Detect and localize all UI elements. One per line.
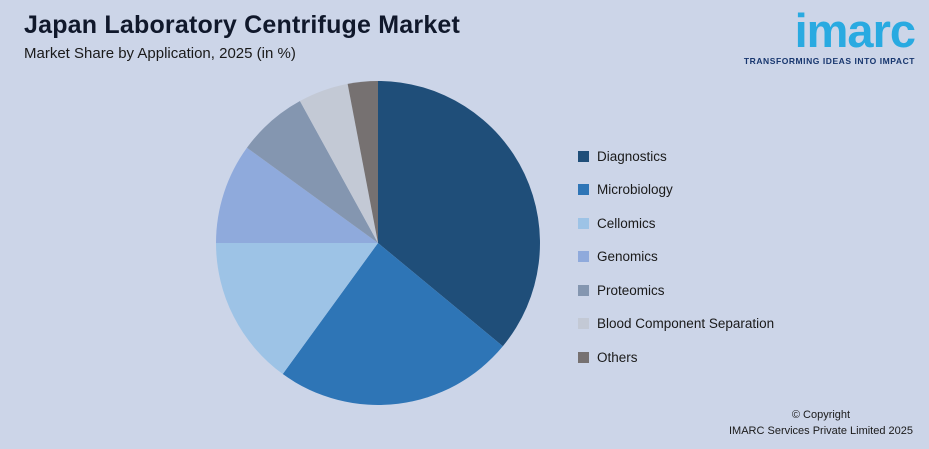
legend-item-blood-component-separation: Blood Component Separation [578,316,775,331]
legend-label-diagnostics: Diagnostics [597,148,667,164]
legend-swatch-cellomics [578,217,589,229]
copyright-notice: © Copyright IMARC Services Private Limit… [729,408,913,440]
pie-slice-cellomics [216,243,378,375]
copyright-line-2: IMARC Services Private Limited 2025 [728,425,913,438]
imarc-logo-text: imarc [794,4,916,57]
legend: Diagnostics Microbiology Cellomics Genomics… [578,149,774,384]
pie-slice-others [347,81,378,243]
page-subtitle: Market Share by Application, 2025 (in %) [24,45,296,62]
legend-label-genomics: Genomics [597,249,658,264]
pie-slice-blood-component-separation [299,83,378,244]
legend-item-genomics: Genomics [578,249,774,264]
legend-label-proteomics: Proteomics [597,282,665,298]
legend-label-microbiology: Microbiology [597,182,673,197]
legend-swatch-others [578,351,589,363]
legend-swatch-microbiology [578,184,589,195]
legend-swatch-blood-component-separation [578,318,589,329]
imarc-logo-tagline: TRANSFORMING IDEAS INTO IMPACT [743,56,915,67]
legend-item-proteomics: Proteomics [578,282,774,298]
legend-label-blood-component-separation: Blood Component Separation [597,316,775,331]
page-title: Japan Laboratory Centrifuge Market [24,11,461,39]
pie-chart-svg [216,81,540,405]
copyright-line-1: © Copyright [791,409,851,422]
pie-slice-diagnostics [378,81,540,347]
legend-item-diagnostics: Diagnostics [578,148,774,164]
legend-item-cellomics: Cellomics [578,215,774,231]
legend-label-cellomics: Cellomics [597,215,656,231]
pie-slice-proteomics [246,101,378,243]
legend-swatch-proteomics [578,284,589,296]
legend-item-others: Others [578,349,774,365]
legend-label-others: Others [597,349,638,365]
pie-chart [216,81,540,405]
pie-slice-genomics [216,147,378,243]
pie-slice-microbiology [282,243,503,405]
legend-swatch-diagnostics [578,150,589,162]
imarc-logo: imarc TRANSFORMING IDEAS INTO IMPACT [743,4,916,67]
legend-swatch-genomics [578,251,589,262]
legend-item-microbiology: Microbiology [578,182,774,197]
